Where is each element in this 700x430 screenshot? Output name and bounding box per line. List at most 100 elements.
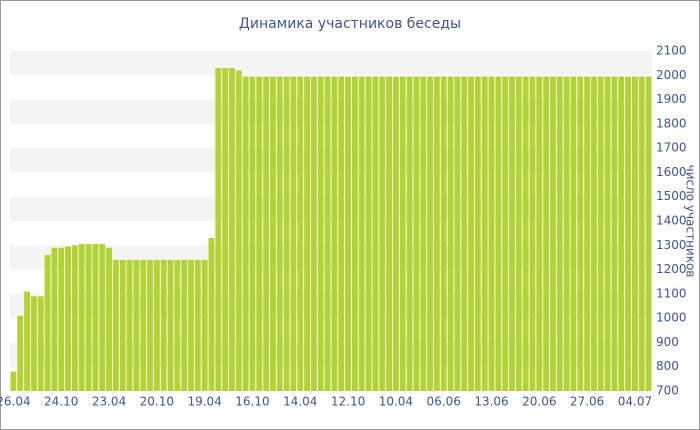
y-tick-label: 1400 <box>656 214 687 228</box>
x-tick-label: 04.07 <box>618 395 652 409</box>
bar <box>372 76 379 391</box>
y-tick-label: 1000 <box>656 311 687 325</box>
bar <box>160 259 167 391</box>
bar <box>597 76 604 391</box>
bar <box>71 245 78 391</box>
bar <box>99 244 106 391</box>
bar <box>495 76 502 391</box>
y-tick-label: 1200 <box>656 262 687 276</box>
bar <box>222 68 229 391</box>
bar <box>51 247 58 391</box>
bar <box>235 70 242 391</box>
bar <box>638 76 645 391</box>
bar <box>563 76 570 391</box>
y-tick-label: 1900 <box>656 92 687 106</box>
bar <box>24 291 31 391</box>
bar <box>181 259 188 391</box>
y-tick-label: 2100 <box>656 44 687 58</box>
x-tick-label: 26.04 <box>0 395 31 409</box>
bar <box>399 76 406 391</box>
bar <box>58 247 65 391</box>
bar <box>10 371 17 391</box>
bar <box>140 259 147 391</box>
bar <box>618 76 625 391</box>
bar <box>85 244 92 391</box>
bar <box>577 76 584 391</box>
bar <box>604 76 611 391</box>
bar <box>215 68 222 391</box>
bar <box>502 76 509 391</box>
bar <box>392 76 399 391</box>
bar <box>92 244 99 391</box>
bar <box>447 76 454 391</box>
y-tick-label: 1500 <box>656 189 687 203</box>
bar <box>625 76 632 391</box>
bar <box>515 76 522 391</box>
bar <box>556 76 563 391</box>
bar <box>338 76 345 391</box>
bar <box>427 76 433 391</box>
bar <box>474 76 481 391</box>
bar <box>147 259 153 391</box>
bar <box>345 76 352 391</box>
bar <box>481 76 488 391</box>
bar <box>365 76 372 391</box>
bar <box>106 247 112 391</box>
bar <box>167 259 174 391</box>
bar <box>529 76 536 391</box>
plot <box>10 68 652 391</box>
bar <box>509 76 515 391</box>
bar <box>591 76 597 391</box>
bar <box>256 76 263 391</box>
bar <box>570 76 577 391</box>
chart-title: Динамика участников беседы <box>239 16 461 32</box>
bar <box>420 76 427 391</box>
bar <box>44 255 51 391</box>
bar <box>358 76 365 391</box>
bar <box>78 244 85 391</box>
bar <box>297 76 304 391</box>
bar <box>174 259 181 391</box>
y-tick-label: 1100 <box>656 286 687 300</box>
bar <box>386 76 392 391</box>
bar <box>30 296 37 391</box>
y-tick-label: 1300 <box>656 238 687 252</box>
x-tick-label: 10.04 <box>379 395 413 409</box>
bar <box>276 76 283 391</box>
bar <box>440 76 447 391</box>
bar <box>645 76 652 391</box>
y-tick-label: 700 <box>656 384 679 398</box>
bar <box>112 259 119 391</box>
bar <box>454 76 461 391</box>
bar <box>543 76 550 391</box>
x-tick-label: 12.10 <box>331 395 365 409</box>
x-tick-label: 24.10 <box>44 395 78 409</box>
bar <box>584 76 591 391</box>
x-tick-label: 27.06 <box>570 395 604 409</box>
y-tick-label: 1700 <box>656 141 687 155</box>
bar <box>283 76 290 391</box>
x-tick-label: 19.04 <box>187 395 221 409</box>
y-tick-label: 900 <box>656 335 679 349</box>
bar <box>413 76 420 391</box>
bar <box>153 259 160 391</box>
bar <box>536 76 543 391</box>
bar <box>550 76 556 391</box>
bar <box>468 76 474 391</box>
y-tick-label: 1800 <box>656 116 687 130</box>
bar <box>126 259 133 391</box>
bar <box>188 259 194 391</box>
bar <box>310 76 317 391</box>
bar <box>331 76 338 391</box>
bar <box>406 76 413 391</box>
bar <box>119 259 126 391</box>
x-tick-label: 20.10 <box>140 395 174 409</box>
bar <box>611 76 618 391</box>
bar <box>242 76 249 391</box>
bar <box>201 259 208 391</box>
bar <box>488 76 495 391</box>
bar <box>208 238 215 391</box>
x-tick-label: 14.04 <box>283 395 317 409</box>
